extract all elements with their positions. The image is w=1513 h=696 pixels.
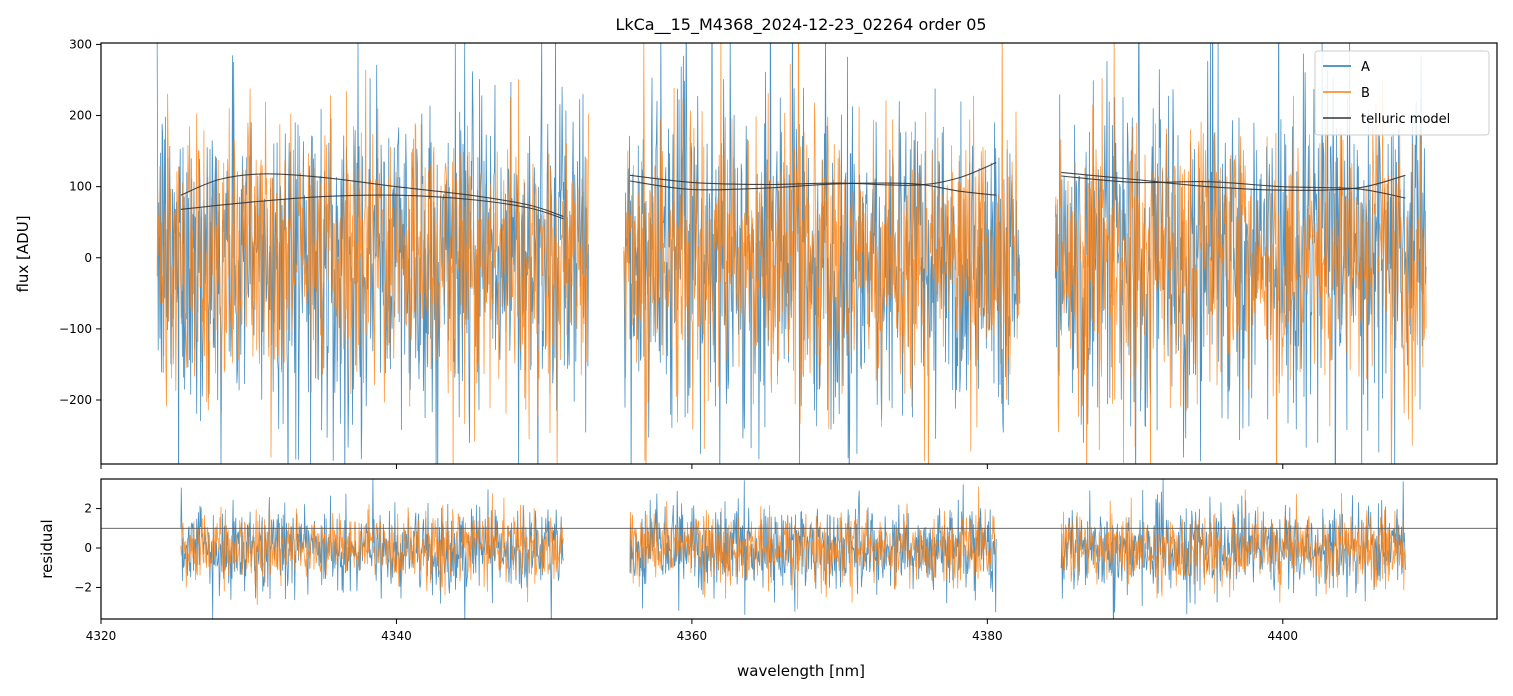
chart-title: LkCa__15_M4368_2024-12-23_02264 order 05	[615, 15, 986, 35]
ytick-label: 2	[84, 502, 92, 516]
ytick-label: −100	[59, 322, 92, 336]
axes-frame-flux	[100, 42, 1498, 465]
ytick-label: 0	[84, 541, 92, 555]
telluric-model-line-3	[629, 161, 997, 186]
telluric-model-line-1	[180, 173, 564, 218]
residual-panel: −2 0 2 4320 4340 4360 4380 4400	[74, 478, 1498, 643]
residual-ylabel: residual	[38, 519, 56, 578]
xtick-label: 4400	[1268, 629, 1299, 643]
telluric-model-line-5	[1061, 171, 1406, 191]
series-b-segment-2	[629, 486, 997, 609]
flux-ylabel: flux [ADU]	[14, 215, 32, 292]
ytick-label: 100	[69, 180, 92, 194]
telluric-model-line-2	[180, 194, 564, 220]
series-b-segment-2	[623, 43, 1021, 464]
xtick-label: 4380	[972, 629, 1003, 643]
legend-label-1: A	[1361, 60, 1370, 75]
ytick-label: 0	[84, 251, 92, 265]
series-b-segment-1	[156, 69, 589, 464]
ytick-label: −200	[59, 393, 92, 407]
series-b-segment-1	[180, 493, 564, 605]
legend-box	[1314, 50, 1490, 136]
legend-label-2: B	[1361, 86, 1370, 101]
axes-frame-residual	[100, 478, 1498, 620]
ytick-label: 300	[69, 37, 92, 51]
xtick-label: 4340	[381, 629, 412, 643]
xtick-label: 4360	[677, 629, 708, 643]
series-b-segment-3	[1060, 489, 1406, 603]
telluric-model-line-6	[1061, 175, 1406, 199]
series-b-segment-3	[1054, 43, 1427, 464]
ytick-label: 200	[69, 109, 92, 123]
ytick-label: −2	[74, 580, 92, 594]
flux-panel: −200 −100 0 100 200 300	[59, 37, 1498, 469]
xtick-label: 4320	[86, 629, 117, 643]
series-a-segment-1	[180, 479, 564, 619]
legend-label-3: telluric model	[1361, 112, 1450, 127]
wavelength-xlabel: wavelength [nm]	[737, 662, 865, 680]
telluric-model-line-4	[629, 180, 997, 196]
